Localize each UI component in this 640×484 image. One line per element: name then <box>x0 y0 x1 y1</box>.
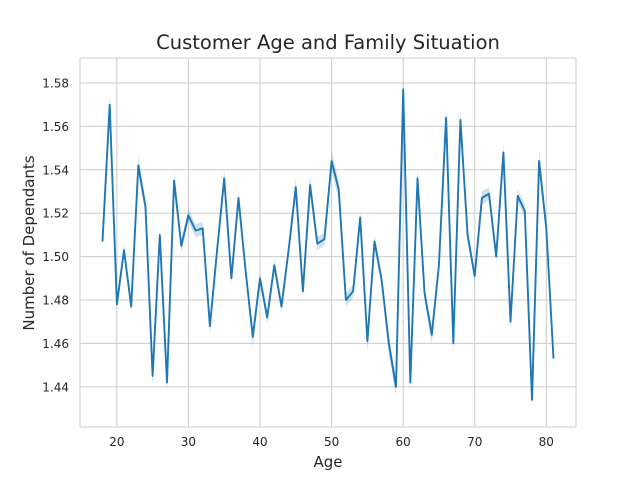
y-tick-label: 1.54 <box>42 163 69 177</box>
x-tick-label: 40 <box>252 435 267 449</box>
y-tick-label: 1.58 <box>42 76 69 90</box>
x-tick-label: 80 <box>539 435 554 449</box>
x-tick-label: 30 <box>181 435 196 449</box>
y-tick-label: 1.50 <box>42 250 69 264</box>
chart-title: Customer Age and Family Situation <box>156 31 500 54</box>
x-tick-label: 60 <box>396 435 411 449</box>
line-layer <box>102 89 553 399</box>
y-tick-label: 1.56 <box>42 120 69 134</box>
y-tick-labels: 1.44 1.46 1.48 1.50 1.52 1.54 1.56 1.58 <box>42 76 69 394</box>
x-tick-labels: 20 30 40 50 60 70 80 <box>109 435 554 449</box>
y-tick-label: 1.44 <box>42 380 69 394</box>
x-axis-label: Age <box>313 453 342 471</box>
confidence-band <box>103 80 554 410</box>
series-line <box>103 90 554 400</box>
y-axis-label: Number of Dependants <box>20 155 38 330</box>
y-tick-label: 1.52 <box>42 207 69 221</box>
spine-layer <box>80 58 576 427</box>
y-tick-label: 1.48 <box>42 294 69 308</box>
x-tick-label: 70 <box>467 435 482 449</box>
band-layer <box>103 80 554 410</box>
y-tick-label: 1.46 <box>42 337 69 351</box>
x-tick-label: 50 <box>324 435 339 449</box>
grid-layer <box>80 58 576 427</box>
x-tick-label: 20 <box>109 435 124 449</box>
